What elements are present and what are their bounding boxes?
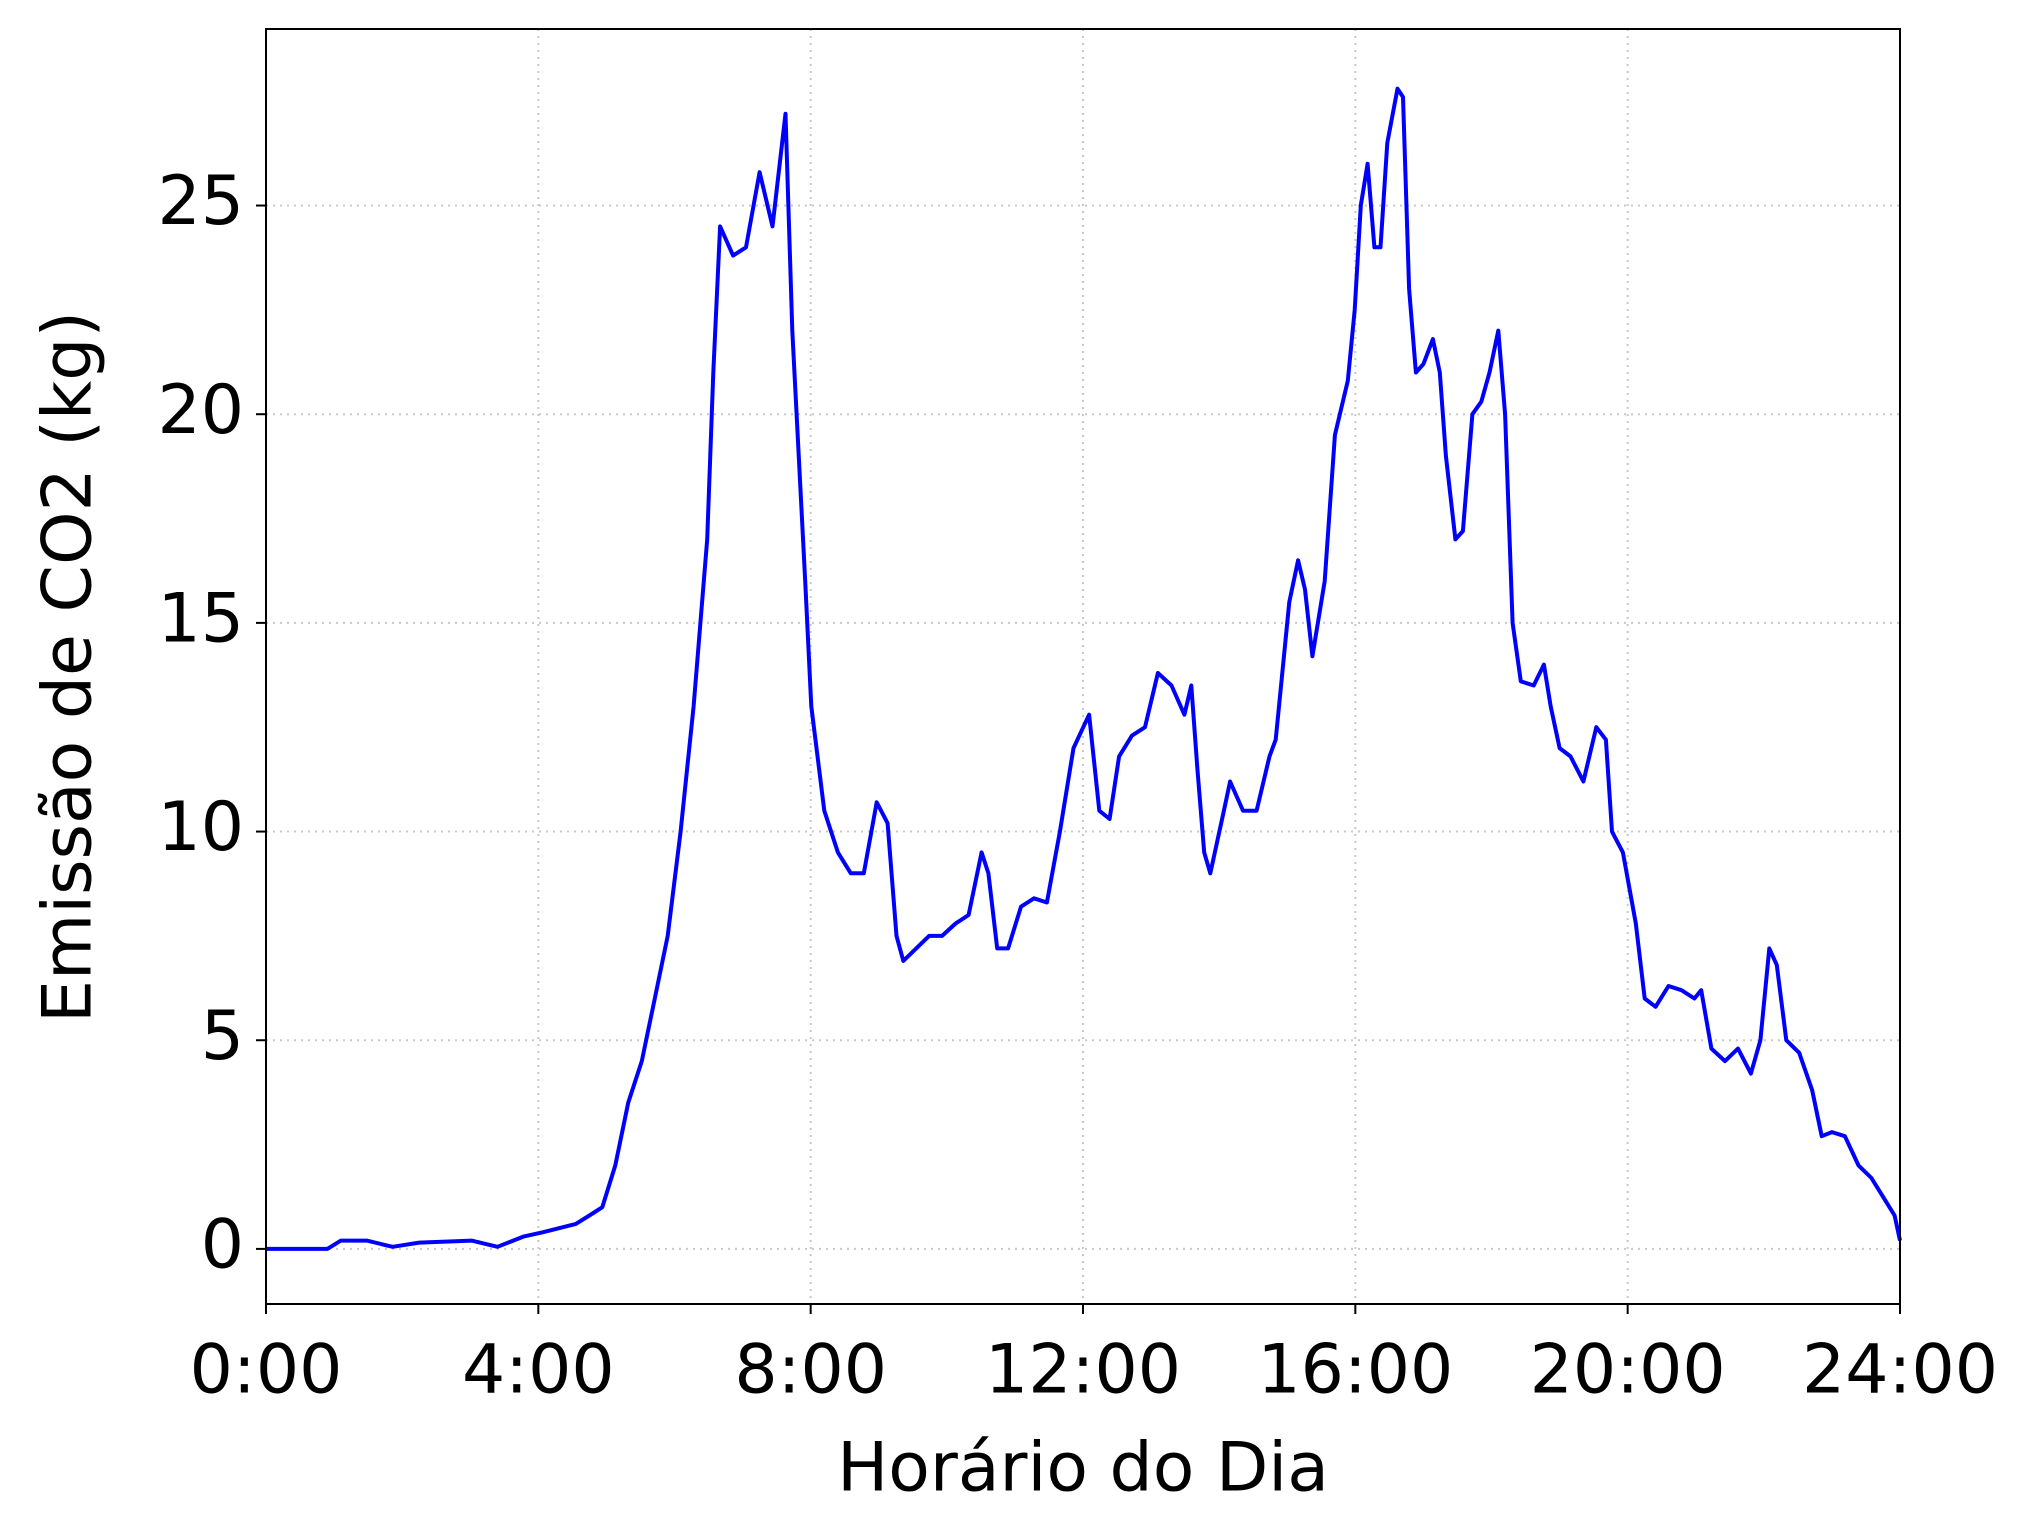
y-axis-label: Emissão de CO2 (kg) bbox=[29, 311, 108, 1023]
x-tick-label: 20:00 bbox=[1530, 1331, 1726, 1410]
x-tick-label: 16:00 bbox=[1257, 1331, 1453, 1410]
x-tick-label: 24:00 bbox=[1802, 1331, 1998, 1410]
y-tick-label: 15 bbox=[157, 579, 244, 658]
y-tick-label: 0 bbox=[201, 1205, 244, 1284]
data-line bbox=[266, 86, 1902, 1251]
x-tick-label: 12:00 bbox=[985, 1331, 1181, 1410]
y-tick-label: 20 bbox=[157, 371, 244, 450]
x-axis-label: Horário do Dia bbox=[837, 1429, 1329, 1508]
y-tick-label: 10 bbox=[157, 788, 244, 867]
x-tick-label: 0:00 bbox=[190, 1331, 343, 1410]
x-tick-label: 4:00 bbox=[462, 1331, 615, 1410]
plot-frame bbox=[265, 28, 1901, 1305]
x-tick-label: 8:00 bbox=[734, 1331, 887, 1410]
y-tick-label: 25 bbox=[157, 162, 244, 241]
y-tick-label: 5 bbox=[201, 997, 244, 1076]
